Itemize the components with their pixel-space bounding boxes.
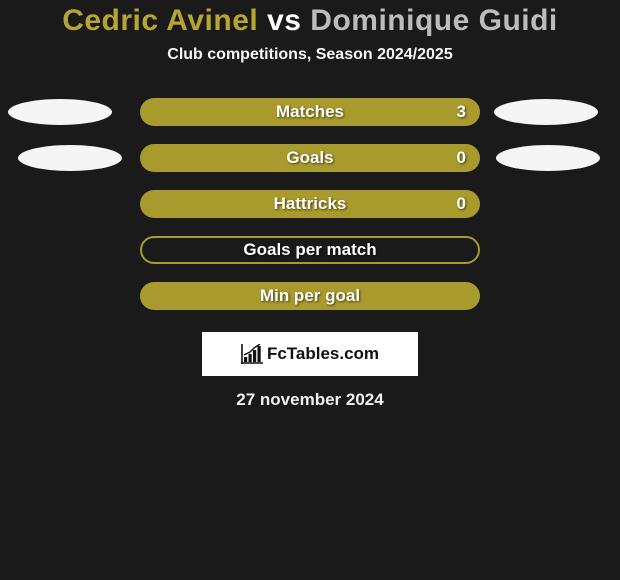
stat-bar: Goals per match (140, 236, 480, 264)
stat-row: Hattricks 0 (0, 190, 620, 218)
stat-bar: Min per goal (140, 282, 480, 310)
stat-value: 0 (457, 194, 466, 214)
stat-value: 0 (457, 148, 466, 168)
subtitle: Club competitions, Season 2024/2025 (0, 46, 620, 64)
stat-label: Matches (276, 102, 344, 122)
player2-name: Dominique Guidi (310, 4, 558, 37)
stat-bar: Matches 3 (140, 98, 480, 126)
stat-value: 3 (457, 102, 466, 122)
date-text: 27 november 2024 (0, 390, 620, 410)
logo-chart-icon (241, 344, 263, 364)
stat-label: Hattricks (274, 194, 347, 214)
left-ellipse (8, 99, 112, 125)
left-ellipse (18, 145, 122, 171)
stat-row: Goals 0 (0, 144, 620, 172)
stat-label: Min per goal (260, 286, 360, 306)
stat-bar: Hattricks 0 (140, 190, 480, 218)
vs-text: vs (267, 4, 301, 37)
stat-rows: Matches 3 Goals 0 Hattricks 0 Goals per match M… (0, 98, 620, 310)
fctables-logo: FcTables.com (202, 332, 418, 376)
stat-row: Min per goal (0, 282, 620, 310)
player1-name: Cedric Avinel (62, 4, 258, 37)
stat-label: Goals per match (243, 240, 376, 260)
logo-text: FcTables.com (267, 344, 379, 364)
stat-label: Goals (286, 148, 333, 168)
stat-row: Goals per match (0, 236, 620, 264)
comparison-title: Cedric Avinel vs Dominique Guidi (0, 4, 620, 38)
stat-row: Matches 3 (0, 98, 620, 126)
stat-bar: Goals 0 (140, 144, 480, 172)
right-ellipse (496, 145, 600, 171)
right-ellipse (494, 99, 598, 125)
